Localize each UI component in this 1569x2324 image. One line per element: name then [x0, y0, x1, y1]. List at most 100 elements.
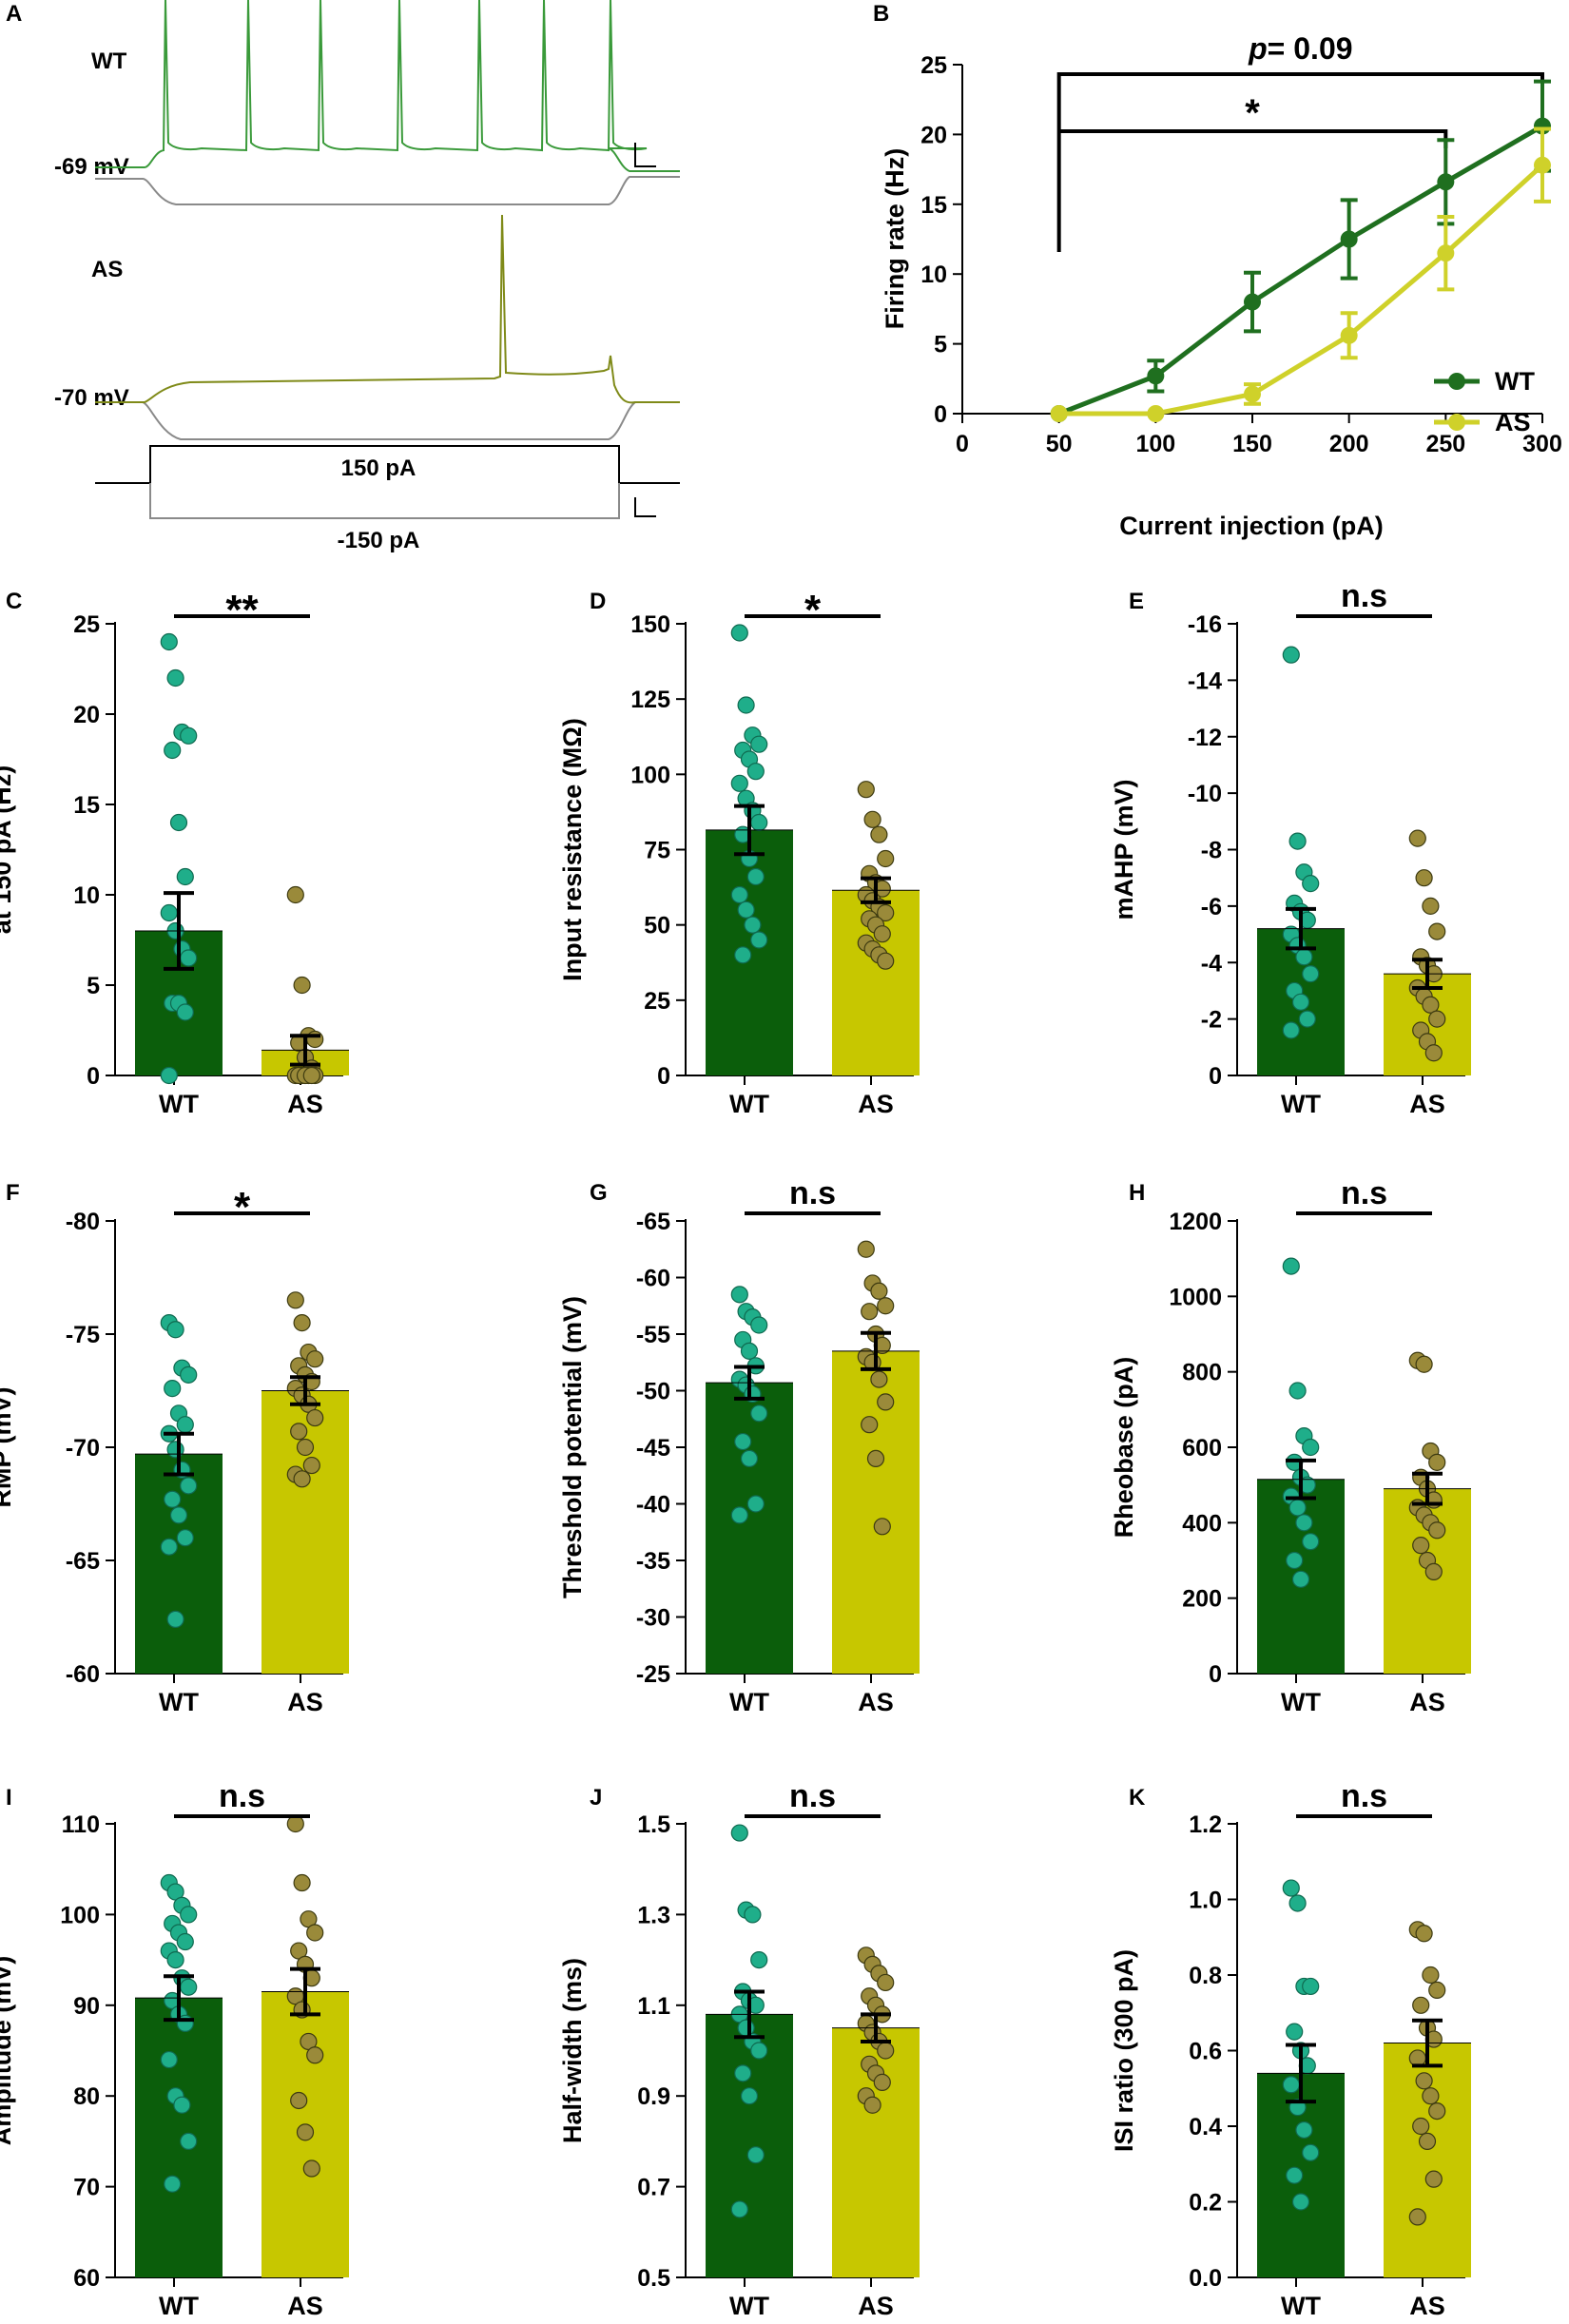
b-series-as — [1050, 126, 1551, 422]
y-tick-label: 1.3 — [637, 1902, 670, 1928]
data-point-wt — [740, 2087, 759, 2105]
data-point-wt — [730, 1506, 748, 1524]
as-hyperpolarizing-trace — [95, 401, 680, 440]
data-point-wt — [730, 1824, 748, 1842]
data-point-wt — [176, 1416, 194, 1434]
data-point-as — [1415, 1925, 1433, 1943]
panel-letter-h: H — [1129, 1180, 1145, 1206]
b-line-wt — [1057, 124, 1544, 416]
b-legend-as-marker — [1448, 414, 1465, 431]
panel-g-bar-chart: G Threshold potential (mV) -25 -30 -35 -40 -45… — [558, 1175, 920, 1716]
b-point-as — [1244, 385, 1261, 403]
b-y-axis-label: Firing rate (Hz) — [881, 148, 909, 330]
x-tick-label: WT — [1281, 2292, 1321, 2320]
data-point-as — [1415, 1355, 1433, 1373]
significance-label: * — [234, 1184, 251, 1230]
data-point-wt — [730, 624, 748, 642]
x-tick-label: WT — [729, 1090, 769, 1118]
data-point-as — [870, 1370, 888, 1388]
data-point-wt — [164, 1490, 182, 1508]
data-point-wt — [737, 696, 755, 714]
b-x-tick-label: 50 — [1046, 431, 1073, 457]
data-point-wt — [1288, 1382, 1307, 1400]
x-tick-label: AS — [287, 1090, 323, 1118]
b-legend-wt-marker — [1448, 373, 1465, 390]
data-point-wt — [180, 2132, 198, 2150]
data-point-as — [857, 1240, 875, 1258]
b-point-as — [1147, 405, 1165, 422]
y-tick-label: 0.7 — [637, 2175, 670, 2201]
wt-trace-label: WT — [91, 48, 127, 74]
data-point-as — [870, 1282, 888, 1300]
data-point-wt — [176, 1529, 194, 1547]
data-point-as — [302, 1066, 320, 1085]
b-y-tick-label: 15 — [920, 192, 947, 219]
data-point-as — [286, 1291, 304, 1309]
y-tick-label: 0.6 — [1189, 2039, 1222, 2065]
panel-j-bar-chart: J Half-width (ms) 0.5 0.7 0.9 1.1 1.3 1.5 WT AS n.… — [558, 1778, 920, 2320]
data-point-wt — [173, 2096, 191, 2114]
data-point-wt — [1302, 2143, 1320, 2161]
data-point-wt — [1302, 965, 1320, 983]
y-tick-label: 1.2 — [1189, 1811, 1222, 1838]
data-point-as — [866, 1449, 885, 1468]
panel-letter-b: B — [873, 1, 889, 27]
data-point-as — [1422, 1966, 1440, 1985]
panel-letter-k: K — [1129, 1785, 1146, 1811]
data-point-wt — [166, 1321, 184, 1339]
y-tick-label: -12 — [1188, 725, 1222, 751]
data-point-as — [306, 2046, 324, 2064]
data-point-as — [1408, 2208, 1426, 2226]
data-point-as — [306, 1350, 324, 1368]
data-point-as — [1412, 1996, 1430, 2014]
data-point-as — [877, 1297, 895, 1315]
panel-i-bar-chart: I Amplitude (mV) 60 70 80 90 100 110 WT AS n.s — [0, 1778, 349, 2320]
x-tick-label: AS — [1409, 2292, 1445, 2320]
panel-f-y-label: RMP (mV) — [0, 1386, 16, 1507]
data-point-wt — [1282, 1879, 1300, 1897]
b-x-tick-label: 200 — [1329, 431, 1369, 457]
data-point-wt — [740, 1449, 759, 1468]
data-point-as — [1412, 1537, 1430, 1555]
b-y-tick-label: 5 — [934, 332, 947, 358]
y-tick-label: -60 — [636, 1266, 670, 1292]
b-point-as — [1534, 156, 1551, 174]
y-tick-label: -65 — [66, 1548, 100, 1575]
data-point-as — [293, 1470, 311, 1488]
b-x-axis-label: Current injection (pA) — [1119, 512, 1384, 540]
step-protocol-negative — [149, 483, 620, 519]
data-point-as — [870, 825, 888, 843]
significance-label: n.s — [1341, 1175, 1387, 1211]
b-y-tick-label: 25 — [920, 52, 947, 79]
y-tick-label: -8 — [1201, 838, 1222, 864]
data-point-as — [293, 976, 311, 995]
data-point-as — [302, 1456, 320, 1475]
x-tick-label: AS — [858, 1688, 894, 1716]
y-tick-label: 80 — [73, 2083, 100, 2110]
data-point-as — [1408, 829, 1426, 847]
y-tick-label: -50 — [636, 1379, 670, 1405]
b-legend-as-label: AS — [1495, 408, 1531, 436]
y-tick-label: 0.2 — [1189, 2190, 1222, 2217]
data-point-wt — [740, 1342, 759, 1360]
data-point-as — [306, 1030, 324, 1049]
y-tick-label: 125 — [630, 687, 670, 713]
y-tick-label: -10 — [1188, 781, 1222, 807]
bar-wt — [135, 1998, 223, 2277]
b-x-tick-label: 250 — [1425, 431, 1465, 457]
bar-wt — [135, 1454, 223, 1674]
b-p-number: = 0.09 — [1268, 31, 1353, 66]
data-point-as — [857, 781, 875, 799]
step-protocol-positive — [95, 445, 680, 484]
y-tick-label: 0 — [87, 1063, 100, 1090]
data-point-as — [877, 1973, 895, 1992]
y-tick-label: -75 — [66, 1322, 100, 1348]
data-point-wt — [1302, 875, 1320, 893]
data-point-as — [306, 1408, 324, 1427]
data-point-wt — [1291, 2193, 1310, 2211]
data-point-wt — [180, 1365, 198, 1384]
y-tick-label: -2 — [1201, 1007, 1222, 1034]
panel-letter-a: A — [6, 1, 22, 27]
data-point-wt — [169, 1506, 188, 1524]
step-positive-label: 150 pA — [341, 455, 416, 481]
